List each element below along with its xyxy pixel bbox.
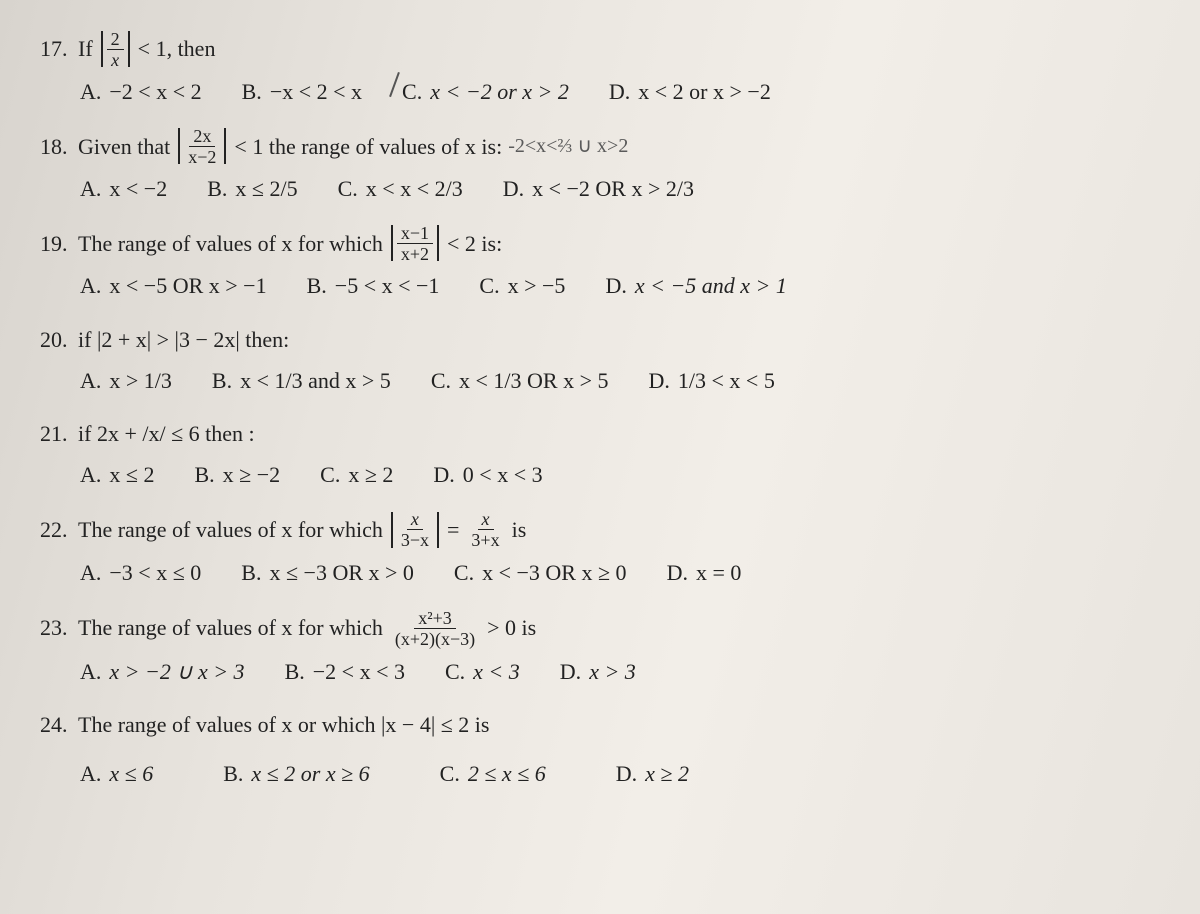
question-number: 24. [40,707,72,742]
option-d: D.x ≥ 2 [616,756,689,791]
question-21-stem: 21. if 2x + /x/ ≤ 6 then : [40,416,1160,451]
question-24-stem: 24. The range of values of x or which |x… [40,707,1160,742]
frac: x 3+x [467,510,503,549]
question-19-stem: 19. The range of values of x for which x… [40,224,1160,262]
abs-frac: x−1 x+2 [389,224,441,262]
option-c: C.x < 3 [445,654,520,689]
option-b: B.x ≤ 2/5 [207,171,297,206]
question-number: 19. [40,226,72,261]
option-b: B.x ≤ 2 or x ≥ 6 [223,756,369,791]
option-a: A.x ≤ 6 [80,756,153,791]
question-19: 19. The range of values of x for which x… [40,224,1160,303]
question-number: 23. [40,610,72,645]
abs-frac: 2 x [99,30,132,68]
frac: x²+3 (x+2)(x−3) [391,609,479,648]
abs-frac: x 3−x [389,511,441,549]
stem-text: is [512,512,527,547]
stem-text: if 2x + /x/ ≤ 6 then : [78,416,255,451]
question-20-stem: 20. if |2 + x| > |3 − 2x| then: [40,322,1160,357]
stem-text: The range of values of x for which [78,512,383,547]
question-24-options: A.x ≤ 6 B.x ≤ 2 or x ≥ 6 C.2 ≤ x ≤ 6 D.x… [80,756,1160,791]
option-a: A.−3 < x ≤ 0 [80,555,201,590]
option-c: C.x ≥ 2 [320,457,393,492]
option-b: B.−5 < x < −1 [307,268,440,303]
stem-text: < 1 the range of values of x is: [234,129,502,164]
option-d: D.x < 2 or x > −2 [609,74,771,109]
option-a: A.−2 < x < 2 [80,74,202,109]
question-number: 21. [40,416,72,451]
question-number: 22. [40,512,72,547]
option-a: A.x < −2 [80,171,167,206]
question-number: 20. [40,322,72,357]
question-23: 23. The range of values of x for which x… [40,609,1160,689]
question-22-stem: 22. The range of values of x for which x… [40,510,1160,549]
stem-text: The range of values of x or which |x − 4… [78,707,489,742]
question-21: 21. if 2x + /x/ ≤ 6 then : A.x ≤ 2 B.x ≥… [40,416,1160,492]
question-21-options: A.x ≤ 2 B.x ≥ −2 C.x ≥ 2 D.0 < x < 3 [80,457,1160,492]
option-c: C.x < x < 2/3 [338,171,463,206]
stem-text: The range of values of x for which [78,610,383,645]
option-a: A.x > 1/3 [80,363,172,398]
option-d: D.x = 0 [667,555,742,590]
option-d: D.0 < x < 3 [433,457,542,492]
question-23-options: A.x > −2 ∪ x > 3 B.−2 < x < 3 C.x < 3 D.… [80,654,1160,689]
question-23-stem: 23. The range of values of x for which x… [40,609,1160,648]
stem-text: Given that [78,129,170,164]
option-a: A.x ≤ 2 [80,457,154,492]
abs-frac: 2x x−2 [176,127,228,165]
question-19-options: A.x < −5 OR x > −1 B.−5 < x < −1 C.x > −… [80,268,1160,303]
option-c: C.x < −2 or x > 2 [402,74,569,109]
question-22-options: A.−3 < x ≤ 0 B.x ≤ −3 OR x > 0 C.x < −3 … [80,555,1160,590]
question-22: 22. The range of values of x for which x… [40,510,1160,590]
stem-text: > 0 is [487,610,536,645]
option-c: C.x > −5 [479,268,565,303]
stem-text: The range of values of x for which [78,226,383,261]
option-b: B.x < 1/3 and x > 5 [212,363,391,398]
stem-text: If [78,31,93,66]
stem-text: < 1, then [138,31,216,66]
question-20-options: A.x > 1/3 B.x < 1/3 and x > 5 C.x < 1/3 … [80,363,1160,398]
option-c: C.2 ≤ x ≤ 6 [440,756,546,791]
question-17-options: A.−2 < x < 2 B.−x < 2 < x C.x < −2 or x … [80,74,1160,109]
question-18: 18. Given that 2x x−2 < 1 the range of v… [40,127,1160,206]
question-18-options: A.x < −2 B.x ≤ 2/5 C.x < x < 2/3 D.x < −… [80,171,1160,206]
stem-text: < 2 is: [447,226,502,261]
stem-text: if |2 + x| > |3 − 2x| then: [78,322,289,357]
option-b: B.x ≤ −3 OR x > 0 [241,555,414,590]
question-20: 20. if |2 + x| > |3 − 2x| then: A.x > 1/… [40,322,1160,398]
question-24: 24. The range of values of x or which |x… [40,707,1160,791]
question-17-stem: 17. If 2 x < 1, then [40,30,1160,68]
question-number: 17. [40,31,72,66]
option-d: D.x > 3 [560,654,636,689]
equals: = [447,512,459,547]
option-d: D.x < −2 OR x > 2/3 [503,171,694,206]
option-a: A.x > −2 ∪ x > 3 [80,654,245,689]
option-b: B.−2 < x < 3 [285,654,405,689]
option-d: D.x < −5 and x > 1 [605,268,786,303]
option-d: D.1/3 < x < 5 [649,363,775,398]
question-18-stem: 18. Given that 2x x−2 < 1 the range of v… [40,127,1160,165]
option-b: B.x ≥ −2 [194,457,280,492]
question-17: 17. If 2 x < 1, then A.−2 < x < 2 B.−x <… [40,30,1160,109]
option-c: C.x < 1/3 OR x > 5 [431,363,609,398]
question-number: 18. [40,129,72,164]
option-a: A.x < −5 OR x > −1 [80,268,267,303]
option-c: C.x < −3 OR x ≥ 0 [454,555,627,590]
option-b: B.−x < 2 < x [242,74,362,109]
handwritten-annotation: -2<x<⅔ ∪ x>2 [508,130,628,162]
